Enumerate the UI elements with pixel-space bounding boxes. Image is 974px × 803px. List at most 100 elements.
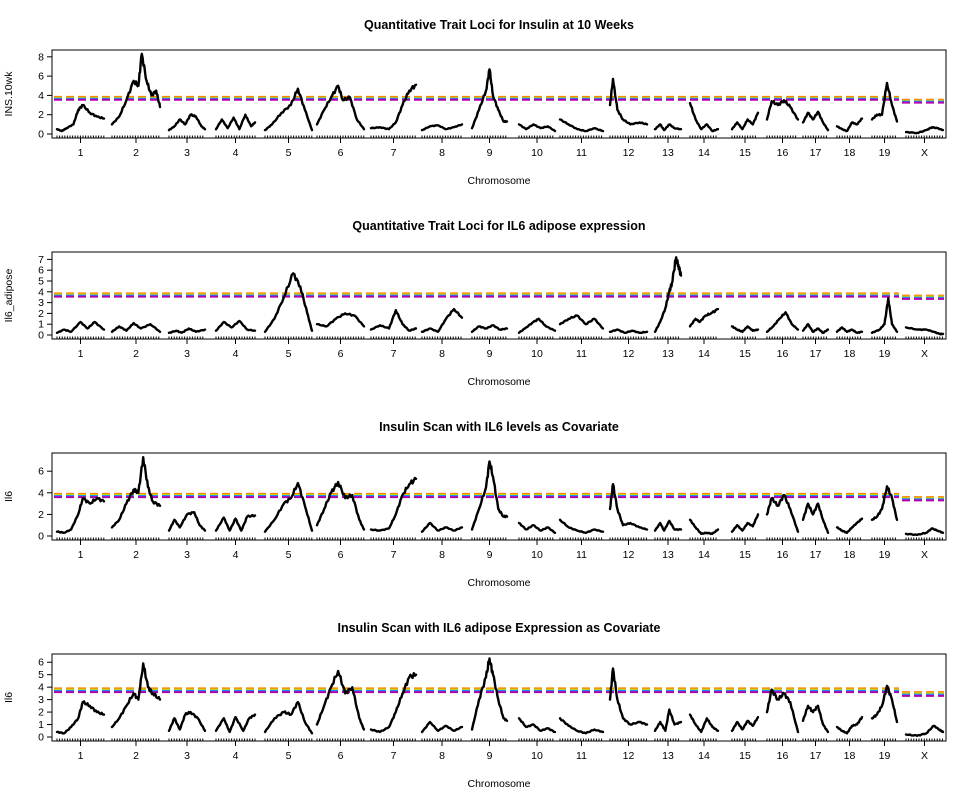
x-tick-label: 12 (623, 549, 635, 561)
x-tick-label: 5 (286, 147, 292, 159)
marker-rug (56, 537, 943, 540)
panel-title: Insulin Scan with IL6 levels as Covariat… (379, 420, 619, 434)
y-tick-label: 2 (38, 707, 44, 719)
lod-curve-chr-5 (263, 272, 314, 333)
lod-curve-chr-17 (801, 110, 830, 132)
marker-rug (56, 738, 943, 741)
x-tick-label: 18 (844, 348, 856, 360)
x-tick-label: 12 (623, 147, 635, 159)
x-tick-label: 9 (487, 147, 493, 159)
x-tick-label: 17 (810, 750, 822, 762)
lod-curve-chr-6 (315, 84, 366, 131)
x-tick-label: 1 (78, 549, 84, 561)
lod-curve-chr-13 (653, 519, 683, 532)
lod-curve-chr-1 (55, 497, 106, 534)
plot-frame (51, 49, 947, 139)
y-tick-label: 0 (38, 732, 44, 744)
x-tick-label: 4 (233, 348, 239, 360)
lod-curve-chr-16 (765, 493, 800, 533)
y-tick-label: 6 (38, 466, 44, 478)
lod-curve-chr-3 (167, 710, 207, 732)
x-tick-label: 13 (662, 549, 674, 561)
lod-curve-chr-5 (263, 87, 314, 132)
panel-title: Insulin Scan with IL6 adipose Expression… (337, 621, 660, 635)
lod-curve-chr-11 (558, 518, 605, 534)
x-tick-label: 16 (777, 750, 789, 762)
lod-curve-chr-18 (835, 715, 864, 735)
lod-curve-chr-12 (608, 328, 649, 334)
lod-curve-chr-1 (55, 320, 106, 334)
x-tick-label: 19 (879, 348, 891, 360)
x-tick-label: 8 (439, 549, 445, 561)
x-tick-label: 12 (623, 348, 635, 360)
y-tick-label: 3 (38, 297, 44, 309)
lod-curve-chr-16 (765, 311, 800, 333)
y-tick-label: 4 (38, 487, 44, 499)
lod-curve-chr-11 (558, 717, 605, 735)
x-tick-label: 7 (391, 750, 397, 762)
y-tick-label: 6 (38, 657, 44, 669)
y-tick-label: 4 (38, 682, 44, 694)
lod-curve-chr-9 (470, 68, 509, 130)
lod-curve-chr-2 (110, 456, 162, 529)
x-tick-label: 13 (662, 348, 674, 360)
lod-curve-chr-6 (315, 669, 366, 731)
x-tick-label: 8 (439, 147, 445, 159)
lod-curve-chr-5 (263, 481, 314, 533)
x-tick-label: 13 (662, 147, 674, 159)
x-tick-label: 16 (777, 549, 789, 561)
lod-curve-chr-18 (835, 517, 864, 534)
x-tick-label: 16 (777, 348, 789, 360)
x-tick-label: 2 (133, 750, 139, 762)
x-axis-label: Chromosome (467, 376, 530, 388)
plot-frame (51, 452, 947, 541)
lod-curve-chr-9 (470, 657, 509, 731)
lod-curve-chr-6 (315, 312, 366, 328)
lod-curve-chr-6 (315, 480, 366, 531)
lod-curve-chr-3 (167, 327, 207, 334)
x-tick-label: 10 (531, 147, 543, 159)
lod-curve-chr-7 (369, 309, 418, 332)
x-tick-label: 6 (338, 549, 344, 561)
lod-curve-chr-X (904, 527, 945, 537)
x-tick-label: 13 (662, 750, 674, 762)
lod-curve-chr-15 (730, 513, 760, 533)
lod-curve-chr-7 (369, 83, 418, 131)
qtl-panel-3: Insulin Scan with IL6 levels as Covariat… (3, 420, 947, 589)
x-tick-label: 15 (739, 348, 751, 360)
lod-curve-chr-1 (55, 700, 106, 735)
lod-curve-chr-13 (653, 256, 683, 333)
x-tick-label: 3 (184, 348, 190, 360)
x-tick-label: 11 (576, 549, 587, 561)
lod-curve-chr-8 (420, 720, 464, 734)
lod-curve-chr-4 (214, 113, 257, 131)
x-tick-label: 3 (184, 750, 190, 762)
lod-curve-chr-7 (369, 476, 418, 532)
x-tick-label: 17 (810, 549, 822, 561)
x-tick-label: 19 (879, 147, 891, 159)
lod-curve-chr-9 (470, 324, 509, 333)
lod-curve-chr-19 (870, 684, 899, 724)
qtl-panel-2: Quantitative Trait Loci for IL6 adipose … (3, 219, 947, 388)
qtl-panel-1: Quantitative Trait Loci for Insulin at 1… (3, 18, 947, 187)
x-tick-label: 11 (576, 348, 587, 360)
lod-curve-chr-12 (608, 667, 649, 726)
y-tick-label: 4 (38, 90, 44, 102)
lod-curve-chr-15 (730, 325, 760, 333)
x-tick-label: 10 (531, 348, 543, 360)
x-tick-label: 1 (78, 750, 84, 762)
lod-curve-chr-4 (214, 713, 257, 734)
lod-curve-chr-13 (653, 123, 683, 132)
x-tick-label: X (921, 549, 928, 561)
x-tick-label: 14 (698, 750, 710, 762)
lod-curve-chr-10 (517, 123, 557, 133)
x-axis-label: Chromosome (467, 577, 530, 589)
y-axis-label: Il6 (3, 692, 15, 703)
lod-curve-chr-8 (420, 123, 464, 132)
lod-curve-chr-11 (558, 314, 605, 330)
y-tick-label: 5 (38, 669, 44, 681)
x-tick-label: 14 (698, 549, 710, 561)
x-tick-label: X (921, 147, 928, 159)
x-tick-label: 14 (698, 147, 710, 159)
x-tick-label: 10 (531, 750, 543, 762)
